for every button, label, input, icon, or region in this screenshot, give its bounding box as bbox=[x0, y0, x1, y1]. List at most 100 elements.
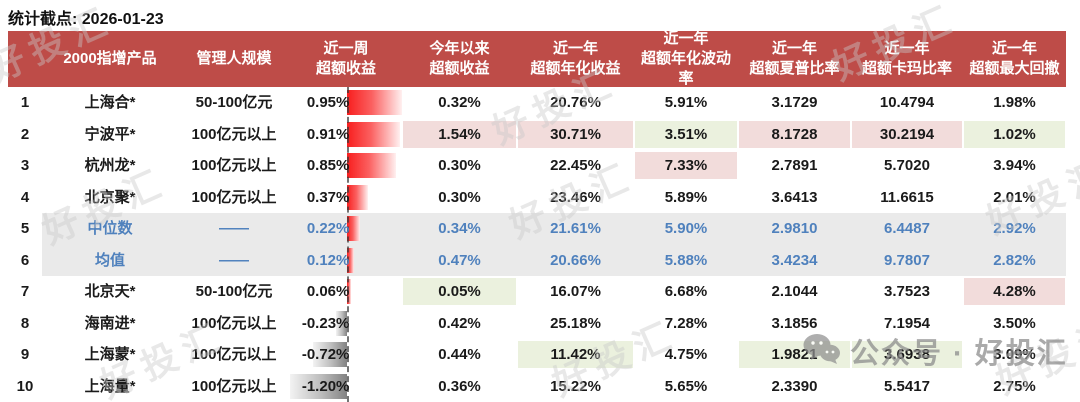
cell-scale: 100亿元以上 bbox=[191, 346, 277, 364]
cell-calmar: 11.6615 bbox=[880, 188, 934, 206]
cell-mdd: 2.92% bbox=[963, 213, 1066, 245]
table-body: 1 上海合* 50-100亿元 0.95% 0.32% 20.76% 5.91% 3.1729… bbox=[8, 87, 1066, 402]
cell-week-with-databar: 0.85% bbox=[290, 150, 402, 182]
cell-sharpe: 3.4234 bbox=[738, 244, 851, 276]
cell-scale: 50-100亿元 bbox=[195, 283, 273, 301]
cell-week-with-databar: -1.20% bbox=[290, 371, 402, 402]
cell-vol: 5.90% bbox=[634, 213, 738, 245]
products-table: 2000指增产品 管理人规模 近一周 超额收益 今年以来 超额收益 近一年 超额年化收益 近一年… bbox=[8, 31, 1066, 402]
cell-sharpe: 2.1044 bbox=[771, 283, 818, 301]
column-header-mdd: 近一年 超额最大回撤 bbox=[963, 31, 1066, 87]
cell-ytd: 0.30% bbox=[438, 157, 481, 175]
row-index: 1 bbox=[20, 94, 30, 112]
table-row: 1 上海合* 50-100亿元 0.95% 0.32% 20.76% 5.91% 3.1729… bbox=[8, 87, 1066, 119]
cell-mdd: 1.02% bbox=[963, 119, 1066, 151]
cell-ytd: 0.34% bbox=[402, 213, 517, 245]
cell-week-with-databar: -0.23% bbox=[290, 308, 402, 340]
cell-vol: 6.68% bbox=[664, 283, 708, 301]
week-excess-databar bbox=[312, 342, 348, 368]
cell-ytd: 0.30% bbox=[438, 188, 481, 206]
cell-mdd: 3.09% bbox=[993, 346, 1036, 364]
cell-scale: 100亿元以上 bbox=[191, 157, 277, 175]
cell-vol: 5.89% bbox=[664, 188, 708, 206]
row-index: 3 bbox=[20, 157, 30, 175]
column-header-vol: 近一年 超额年化波动率 bbox=[634, 31, 738, 87]
cell-calmar: 3.6938 bbox=[851, 339, 963, 371]
row-index: 4 bbox=[20, 188, 30, 206]
cell-calmar: 9.7807 bbox=[851, 244, 963, 276]
column-header-product: 2000指增产品 bbox=[42, 31, 178, 87]
cell-mdd: 4.28% bbox=[963, 276, 1066, 308]
cell-scale: 100亿元以上 bbox=[191, 125, 277, 143]
cell-vol: 3.51% bbox=[634, 119, 738, 151]
cell-mdd: 3.94% bbox=[993, 157, 1036, 175]
week-excess-databar bbox=[347, 90, 402, 116]
column-header-idx bbox=[8, 31, 42, 87]
cell-annual: 11.42% bbox=[517, 339, 634, 371]
cell-mdd: 2.82% bbox=[963, 244, 1066, 276]
cell-ytd: 0.44% bbox=[438, 346, 481, 364]
cell-week-with-databar: 0.06% bbox=[290, 276, 402, 308]
cell-week-with-databar: 0.12% bbox=[290, 244, 402, 276]
cell-annual: 25.18% bbox=[550, 314, 601, 332]
cell-mdd: 2.01% bbox=[993, 188, 1036, 206]
cell-annual: 30.71% bbox=[517, 119, 634, 151]
cell-product: 均值 bbox=[42, 244, 178, 276]
column-header-sharpe: 近一年 超额夏普比率 bbox=[738, 31, 851, 87]
cell-product: 杭州龙* bbox=[84, 157, 136, 175]
cell-week-with-databar: 0.95% bbox=[290, 87, 402, 119]
cell-scale: 100亿元以上 bbox=[191, 188, 277, 206]
cell-week-with-databar: 0.91% bbox=[290, 119, 402, 151]
row-index: 6 bbox=[8, 244, 42, 276]
cell-ytd: 0.36% bbox=[438, 377, 481, 395]
week-excess-databar bbox=[290, 373, 348, 399]
cell-mdd: 2.75% bbox=[993, 377, 1036, 395]
cell-sharpe: 2.7891 bbox=[771, 157, 818, 175]
cell-sharpe: 2.9810 bbox=[738, 213, 851, 245]
table-row: 3 杭州龙* 100亿元以上 0.85% 0.30% 22.45% 7.33% 2.7891 5… bbox=[8, 150, 1066, 182]
cell-product: 上海量* bbox=[84, 377, 136, 395]
table-row: 4 北京聚* 100亿元以上 0.37% 0.30% 23.46% 5.89% 3.6413 1… bbox=[8, 182, 1066, 214]
cell-scale: —— bbox=[178, 213, 290, 245]
page-title: 统计截点: 2026-01-23 bbox=[8, 11, 164, 28]
cell-product: 北京聚* bbox=[84, 188, 136, 206]
cell-ytd: 0.42% bbox=[438, 314, 481, 332]
cell-annual: 23.46% bbox=[550, 188, 601, 206]
cell-vol: 7.28% bbox=[664, 314, 708, 332]
table-row: 8 海南进* 100亿元以上 -0.23% 0.42% 25.18% 7.28% 3.1856… bbox=[8, 308, 1066, 340]
cell-vol: 5.65% bbox=[664, 377, 708, 395]
cell-mdd: 3.50% bbox=[993, 314, 1036, 332]
cell-calmar: 30.2194 bbox=[851, 119, 963, 151]
cell-sharpe: 3.1856 bbox=[771, 314, 818, 332]
cell-calmar: 7.1954 bbox=[884, 314, 930, 332]
cell-annual: 20.76% bbox=[550, 94, 601, 112]
cell-vol: 7.33% bbox=[634, 150, 738, 182]
week-excess-databar bbox=[347, 153, 397, 179]
week-excess-databar bbox=[347, 121, 400, 147]
table-row: 7 北京天* 50-100亿元 0.06% 0.05% 16.07% 6.68% 2.1044… bbox=[8, 276, 1066, 308]
cell-sharpe: 3.6413 bbox=[771, 188, 818, 206]
cell-vol: 5.88% bbox=[634, 244, 738, 276]
row-index: 9 bbox=[20, 346, 30, 364]
row-index: 5 bbox=[8, 213, 42, 245]
column-header-week: 近一周 超额收益 bbox=[290, 31, 402, 87]
cell-product: 海南进* bbox=[84, 314, 136, 332]
week-excess-databar bbox=[347, 216, 360, 242]
table-header: 2000指增产品 管理人规模 近一周 超额收益 今年以来 超额收益 近一年 超额年化收益 近一年… bbox=[8, 31, 1066, 87]
cell-product: 上海合* bbox=[84, 94, 136, 112]
cell-sharpe: 2.3390 bbox=[771, 377, 818, 395]
row-index: 7 bbox=[20, 283, 30, 301]
table-row: 2 宁波平* 100亿元以上 0.91% 1.54% 30.71% 3.51% 8.1728 3… bbox=[8, 119, 1066, 151]
cell-annual: 15.22% bbox=[550, 377, 601, 395]
cell-scale: —— bbox=[178, 244, 290, 276]
cell-week-with-databar: -0.72% bbox=[290, 339, 402, 371]
cell-calmar: 6.4487 bbox=[851, 213, 963, 245]
cell-annual: 16.07% bbox=[550, 283, 601, 301]
cell-product: 上海蒙* bbox=[84, 346, 136, 364]
table-row: 9 上海蒙* 100亿元以上 -0.72% 0.44% 11.42% 4.75% 1.9821… bbox=[8, 339, 1066, 371]
cell-calmar: 5.7020 bbox=[884, 157, 930, 175]
cell-calmar: 10.4794 bbox=[879, 94, 935, 112]
cell-product: 中位数 bbox=[42, 213, 178, 245]
cell-annual: 20.66% bbox=[517, 244, 634, 276]
cell-vol: 4.75% bbox=[664, 346, 708, 364]
